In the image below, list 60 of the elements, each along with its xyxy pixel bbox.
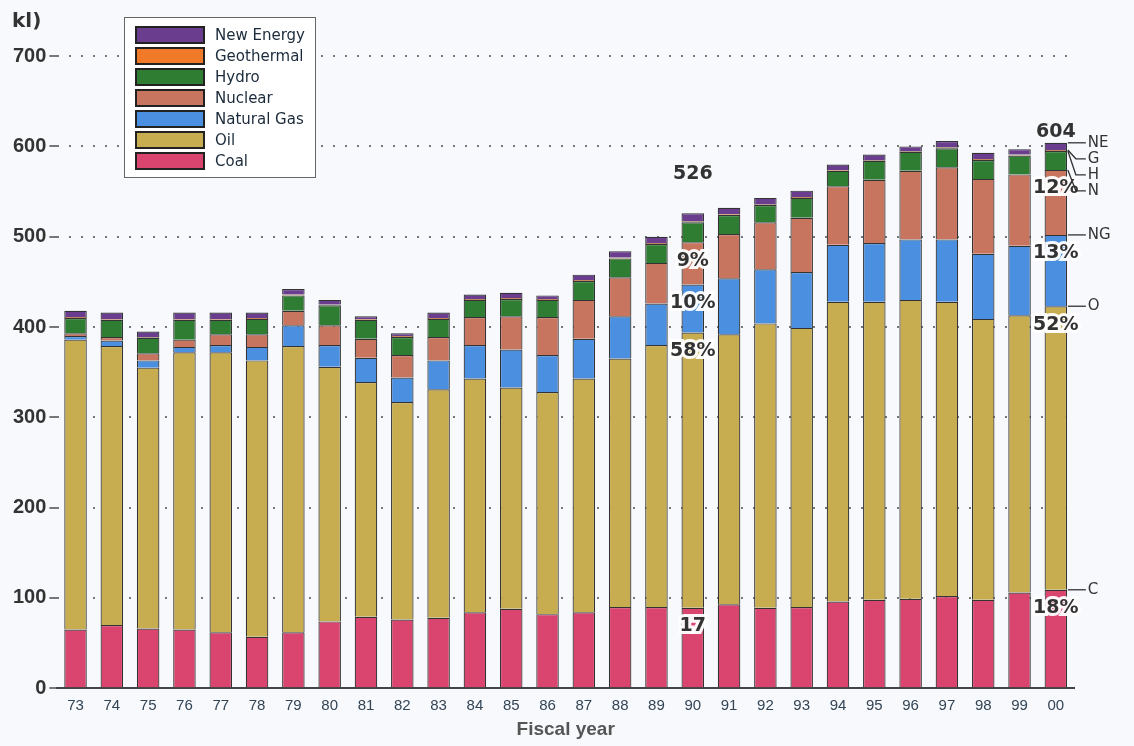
annotation: G [1087, 148, 1100, 167]
x-tick-label: 84 [466, 696, 484, 714]
x-tick-label: 87 [575, 696, 593, 714]
annotation: N [1087, 180, 1100, 199]
x-tick-label: 93 [793, 696, 811, 714]
annotation: 58% [670, 337, 716, 360]
annotation: 10% [670, 290, 716, 313]
legend-label: Nuclear [215, 88, 273, 107]
x-tick-label: 74 [103, 696, 121, 714]
annotation: O [1087, 296, 1100, 315]
annotation: H [1087, 164, 1100, 183]
x-tick-label: 82 [393, 696, 411, 714]
legend-label: Hydro [215, 67, 260, 86]
x-tick-label: 90 [684, 696, 702, 714]
legend-label: Natural Gas [215, 109, 304, 128]
y-tick-label: 400 [12, 314, 47, 337]
x-tick-label: 94 [829, 696, 847, 714]
annotation: NG [1087, 224, 1111, 243]
legend-label: Oil [215, 130, 236, 149]
x-tick-label: 77 [212, 696, 230, 714]
x-tick-label: 85 [502, 696, 520, 714]
x-tick-label: 91 [720, 696, 738, 714]
y-tick-label: 500 [12, 224, 47, 247]
y-tick-label: 100 [12, 585, 47, 608]
x-tick-label: 98 [974, 696, 992, 714]
x-tick-label: 78 [248, 696, 266, 714]
x-tick-label: 99 [1011, 696, 1028, 714]
x-tick-label: 80 [321, 696, 339, 714]
x-tick-label: 83 [430, 696, 447, 714]
total-label: 604 [1036, 119, 1076, 142]
x-tick-label: 75 [139, 696, 157, 714]
y-tick-label: 0 [35, 675, 47, 698]
annotation: 18% [1033, 595, 1079, 618]
x-tick-label: 76 [176, 696, 193, 714]
x-tick-label: 96 [902, 696, 919, 714]
x-tick-label: 97 [938, 696, 956, 714]
y-axis-title: kl) [12, 8, 42, 33]
x-tick-label: 00 [1047, 696, 1065, 714]
x-tick-label: 79 [285, 696, 302, 714]
annotation: C [1087, 579, 1099, 598]
legend-label: New Energy [215, 25, 305, 44]
annotation: NE [1087, 132, 1109, 151]
y-tick-label: 300 [12, 404, 47, 427]
x-tick-label: 73 [67, 696, 84, 714]
annotation: 52% [1033, 311, 1079, 334]
x-tick-label: 81 [357, 696, 375, 714]
x-tick-label: 92 [757, 696, 774, 714]
x-tick-label: 95 [865, 696, 883, 714]
annotation: 13% [1033, 240, 1079, 263]
x-tick-label: 86 [539, 696, 556, 714]
annotation: 12% [1033, 175, 1079, 198]
total-label: 526 [672, 160, 713, 183]
y-tick-label: 700 [12, 43, 47, 66]
legend-label: Geothermal [215, 46, 304, 65]
x-axis-title: Fiscal year [516, 717, 616, 739]
y-tick-label: 600 [12, 133, 47, 156]
x-tick-label: 89 [648, 696, 665, 714]
legend-label: Coal [215, 151, 249, 170]
x-tick-label: 88 [611, 696, 629, 714]
y-tick-label: 200 [12, 495, 47, 518]
